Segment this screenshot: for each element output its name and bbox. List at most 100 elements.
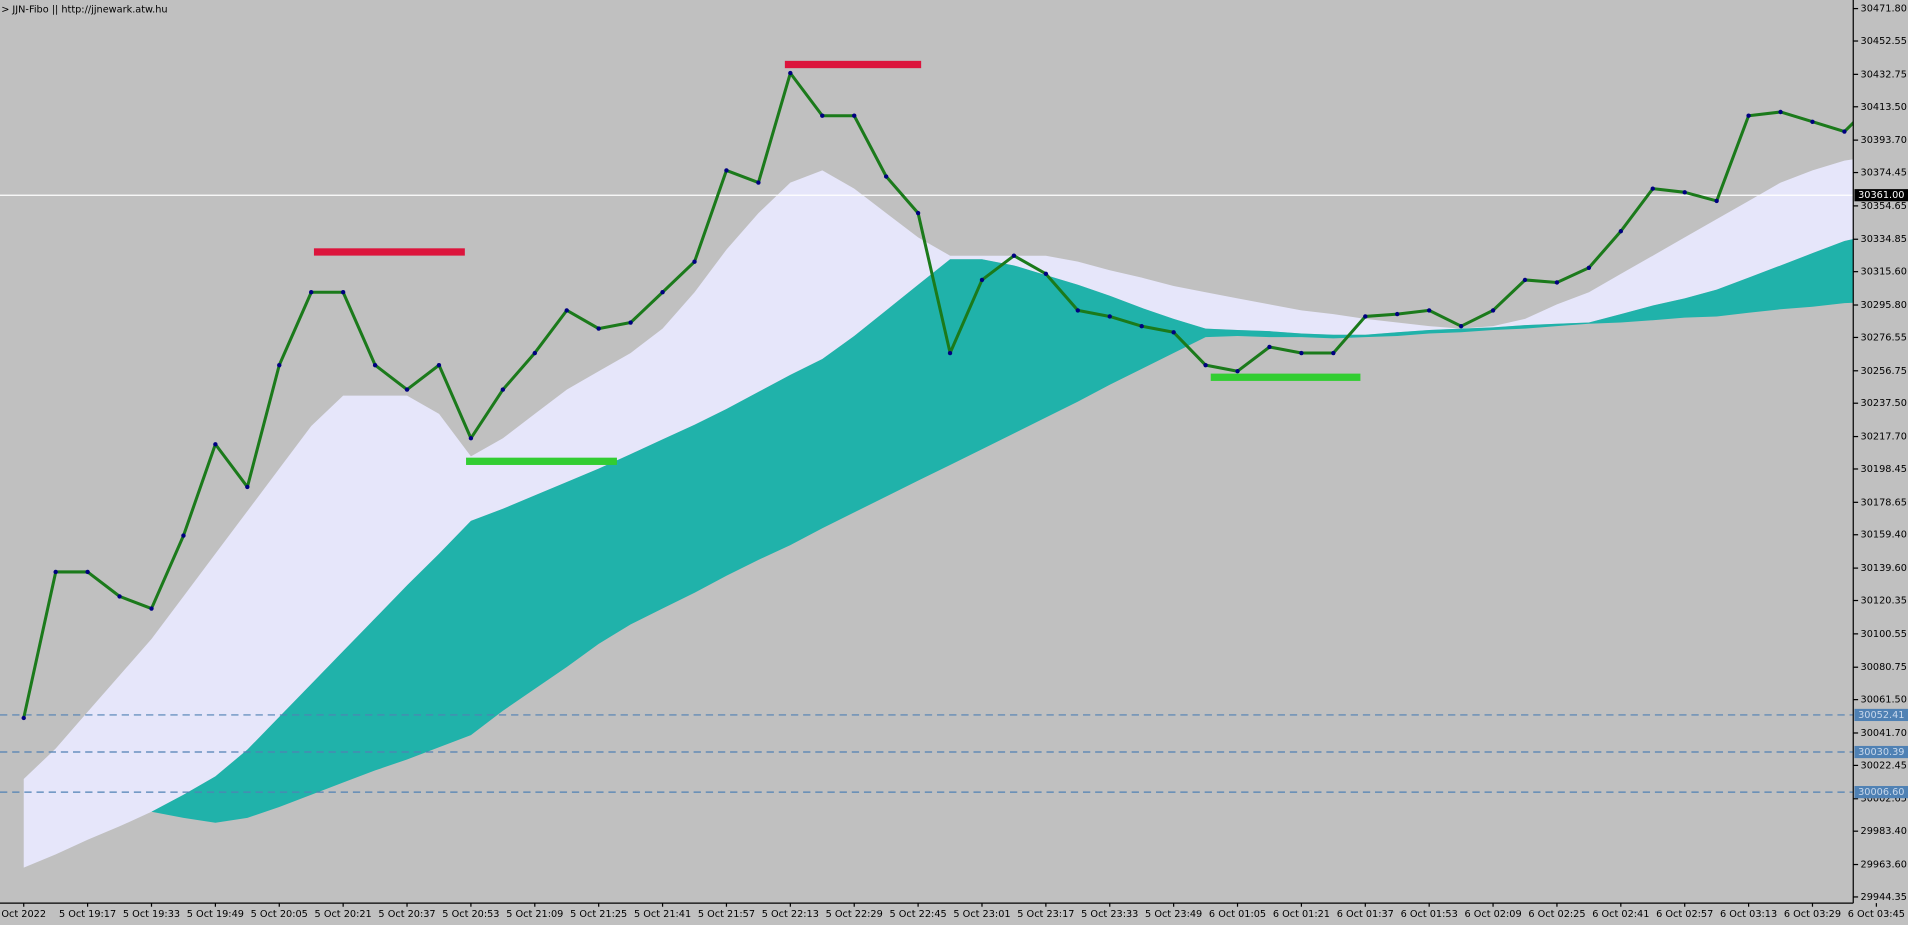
price-point — [1682, 190, 1687, 195]
price-point — [149, 606, 154, 611]
y-tick-label: 30315.60 — [1861, 267, 1907, 278]
y-tick-label: 30393.70 — [1861, 135, 1907, 146]
y-tick-label: 30120.35 — [1861, 596, 1907, 607]
cloud-area — [23, 159, 1854, 868]
x-tick-label: 5 Oct 21:25 — [570, 909, 627, 920]
x-tick-label: 6 Oct 02:25 — [1528, 909, 1585, 920]
level-bar — [784, 60, 922, 69]
price-point — [1522, 277, 1528, 283]
price-point — [1458, 324, 1464, 329]
price-point — [1331, 350, 1336, 356]
chart-title: > JJN-Fibo || http://jjnewark.atw.hu — [1, 5, 167, 16]
x-tick-label: 5 Oct 23:01 — [953, 909, 1010, 920]
price-point — [756, 180, 761, 185]
price-point — [1395, 311, 1400, 317]
y-tick-label: 30237.50 — [1861, 398, 1907, 409]
x-tick-label: 6 Oct 03:45 — [1848, 909, 1905, 920]
y-tick-label: 30452.55 — [1861, 36, 1907, 47]
x-tick-label: 5 Oct 22:13 — [762, 909, 819, 920]
price-point — [1267, 344, 1272, 350]
price-point — [1714, 198, 1719, 204]
price-point — [1554, 280, 1560, 285]
price-point — [788, 70, 793, 76]
cloud-area — [23, 239, 1854, 868]
y-tick-label: 29963.60 — [1861, 860, 1907, 871]
price-point — [309, 290, 314, 295]
price-point — [692, 259, 697, 264]
price-point — [1490, 308, 1496, 313]
price-point — [1107, 314, 1112, 319]
price-point — [404, 387, 410, 392]
plot-area — [0, 60, 1854, 868]
price-point — [883, 174, 889, 179]
price-point — [852, 113, 857, 118]
x-tick-label: 5 Oct 21:09 — [506, 909, 563, 920]
price-point — [1746, 113, 1751, 118]
price-point — [1426, 308, 1432, 313]
x-tick-label: 6 Oct 02:09 — [1464, 909, 1521, 920]
level-bar — [466, 457, 617, 465]
price-point — [820, 113, 825, 118]
x-tick-label: 5 Oct 20:53 — [442, 909, 499, 920]
y-tick-label: 30198.45 — [1861, 464, 1907, 475]
y-tick-label: 30334.85 — [1861, 234, 1907, 245]
y-tick-label: 30002.65 — [1861, 794, 1907, 805]
price-point — [915, 210, 921, 216]
level-bar — [313, 248, 465, 256]
y-tick-label: 30354.65 — [1861, 201, 1907, 212]
price-label: 30006.60 — [1858, 787, 1904, 798]
y-tick-label: 30217.70 — [1861, 432, 1907, 443]
x-tick-label: 6 Oct 02:41 — [1592, 909, 1649, 920]
price-point — [117, 594, 122, 599]
x-tick-label: 6 Oct 01:37 — [1337, 909, 1394, 920]
price-point — [468, 436, 474, 441]
x-tick-label: Oct 2022 — [1, 909, 46, 920]
price-point — [1618, 229, 1624, 234]
price-point — [372, 362, 378, 368]
price-point — [660, 290, 665, 295]
y-tick-label: 30139.60 — [1861, 563, 1907, 574]
price-point — [1043, 271, 1049, 277]
x-tick-label: 6 Oct 01:21 — [1273, 909, 1330, 920]
price-point — [1075, 308, 1081, 313]
x-tick-label: 5 Oct 22:45 — [890, 909, 947, 920]
x-tick-label: 5 Oct 23:33 — [1081, 909, 1138, 920]
price-label-box — [1854, 189, 1908, 202]
y-tick-label: 30374.45 — [1861, 168, 1907, 179]
price-point — [1011, 253, 1017, 258]
x-tick-label: 5 Oct 21:41 — [634, 909, 691, 920]
x-tick-label: 5 Oct 20:21 — [315, 909, 372, 920]
y-tick-label: 30432.75 — [1861, 69, 1907, 80]
x-tick-label: 5 Oct 23:17 — [1017, 909, 1074, 920]
price-point — [596, 326, 601, 331]
price-point — [1203, 362, 1208, 368]
price-point — [724, 168, 729, 173]
x-tick-label: 5 Oct 19:17 — [59, 909, 116, 920]
price-point — [1235, 369, 1240, 374]
y-tick-label: 30022.45 — [1861, 760, 1907, 771]
price-point — [1139, 324, 1144, 329]
price-label: 30052.41 — [1858, 710, 1904, 721]
y-tick-label: 30295.80 — [1861, 300, 1907, 311]
x-tick-label: 6 Oct 03:13 — [1720, 909, 1777, 920]
price-point — [245, 484, 250, 490]
price-point — [85, 569, 90, 575]
x-tick-label: 5 Oct 20:05 — [251, 909, 308, 920]
x-tick-label: 6 Oct 02:57 — [1656, 909, 1713, 920]
y-tick-label: 30256.75 — [1861, 366, 1907, 377]
price-label-box — [1854, 745, 1908, 759]
x-tick-label: 6 Oct 01:53 — [1401, 909, 1458, 920]
price-point — [564, 308, 569, 313]
price-point — [1586, 265, 1592, 270]
price-point — [1299, 350, 1304, 356]
y-tick-label: 30080.75 — [1861, 662, 1907, 673]
price-point — [53, 569, 58, 575]
y-tick-label: 30041.70 — [1861, 728, 1907, 739]
x-tick-label: 6 Oct 01:05 — [1209, 909, 1266, 920]
y-tick-label: 30061.50 — [1861, 695, 1907, 706]
price-point — [979, 277, 985, 283]
price-point — [947, 350, 953, 356]
y-tick-label: 30159.40 — [1861, 530, 1907, 541]
y-tick-label: 29983.40 — [1861, 826, 1907, 837]
price-point — [213, 442, 218, 447]
